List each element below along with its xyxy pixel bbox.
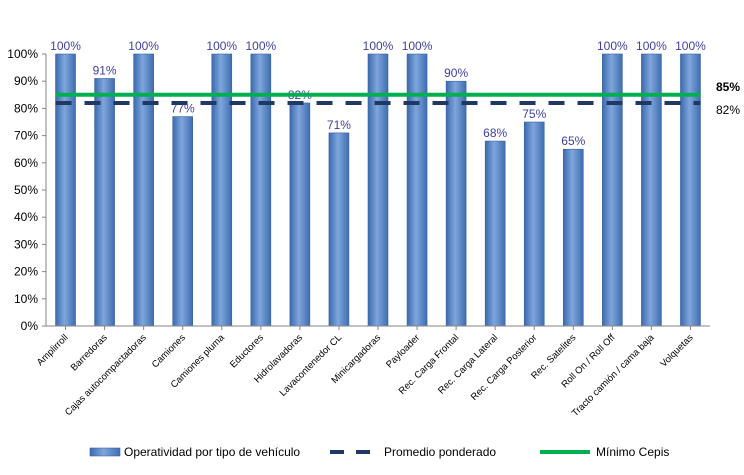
- y-tick-label: 50%: [14, 183, 38, 197]
- data-label: 100%: [636, 39, 667, 53]
- y-tick-label: 90%: [14, 74, 38, 88]
- data-label: 100%: [50, 39, 81, 53]
- data-label: 91%: [93, 63, 117, 77]
- data-label: 90%: [444, 66, 468, 80]
- bar: [94, 78, 115, 327]
- data-label: 100%: [245, 39, 276, 53]
- x-tick-label: Cajas autocompactadoras: [63, 332, 149, 418]
- legend-label-min: Mínimo Cepis: [596, 445, 669, 459]
- data-label: 100%: [363, 39, 394, 53]
- x-tick-label: Tracto camión / cama baja: [570, 332, 657, 419]
- data-label: 100%: [675, 39, 706, 53]
- data-label: 71%: [327, 118, 351, 132]
- y-tick-label: 0%: [21, 319, 39, 333]
- data-label: 100%: [206, 39, 237, 53]
- bar: [289, 102, 311, 327]
- legend: Operatividad por tipo de vehículo Promedi…: [89, 445, 669, 459]
- bar: [445, 80, 467, 327]
- reference-lines: 82% 85%: [55, 80, 740, 117]
- y-tick-label: 80%: [14, 101, 38, 115]
- x-tick-label: Eductores: [228, 332, 266, 370]
- legend-label-bars: Operatividad por tipo de vehículo: [124, 445, 300, 459]
- y-tick-label: 70%: [14, 129, 38, 143]
- x-tick-label: Amplirroll: [35, 332, 71, 368]
- y-tick-label: 40%: [14, 210, 38, 224]
- bar: [562, 148, 584, 327]
- y-tick-label: 10%: [14, 292, 38, 306]
- y-tick-label: 30%: [14, 237, 38, 251]
- bar: [484, 140, 506, 327]
- bars: [55, 53, 701, 327]
- x-tick-label: Camiones: [150, 332, 188, 370]
- legend-label-avg: Promedio ponderado: [384, 445, 496, 459]
- data-label: 100%: [128, 39, 159, 53]
- min-line-label: 85%: [716, 80, 740, 94]
- bar: [172, 116, 194, 327]
- data-label: 65%: [561, 134, 585, 148]
- data-label: 68%: [483, 126, 507, 140]
- x-tick-label: Payloader: [384, 332, 422, 370]
- data-label: 75%: [522, 107, 546, 121]
- y-tick-label: 20%: [14, 265, 38, 279]
- bar: [523, 121, 545, 327]
- data-label: 100%: [597, 39, 628, 53]
- bar: [328, 132, 350, 327]
- data-labels: 100%91%100%77%100%100%82%71%100%100%90%6…: [50, 39, 706, 148]
- x-tick-label: Barredoras: [69, 332, 110, 373]
- x-tick-label: Volquetas: [658, 332, 695, 369]
- data-label: 77%: [171, 102, 195, 116]
- y-tick-label: 60%: [14, 156, 38, 170]
- legend-swatch-bars: [89, 447, 121, 457]
- y-axis: 0% 10% 20% 30% 40% 50% 60% 70% 80% 90% 100%: [7, 47, 47, 333]
- x-tick-label: Rec. Carga Posterior: [469, 332, 540, 403]
- y-tick-label: 100%: [7, 47, 38, 61]
- data-label: 100%: [402, 39, 433, 53]
- avg-line-label: 82%: [716, 103, 740, 117]
